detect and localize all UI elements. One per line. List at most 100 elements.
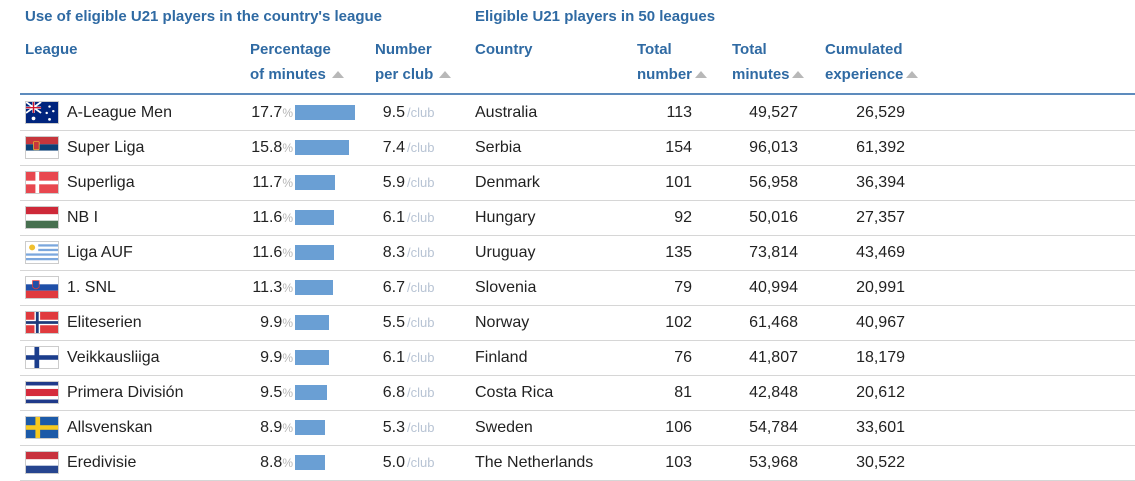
cumulated-experience: 30,522 xyxy=(856,454,905,471)
per-club-unit: /club xyxy=(407,350,435,365)
total-minutes: 50,016 xyxy=(749,209,798,226)
percentage-of-minutes: 11.7% xyxy=(238,165,293,200)
per-club-unit: /club xyxy=(407,280,435,295)
percent-symbol: % xyxy=(282,316,293,330)
total-number: 101 xyxy=(665,174,692,191)
total-number: 103 xyxy=(665,454,692,471)
percent-symbol: % xyxy=(282,456,293,470)
league-name[interactable]: Primera División xyxy=(67,384,184,401)
number-per-club: 5.3 xyxy=(382,419,405,436)
country-name[interactable]: Sweden xyxy=(475,419,533,436)
per-club-unit: /club xyxy=(407,315,435,330)
total-minutes: 53,968 xyxy=(749,454,798,471)
country-name[interactable]: Australia xyxy=(475,104,538,121)
table-row: NB I 11.6% 6.1 /club Hungary 92 50,016 2… xyxy=(20,200,1135,236)
percentage-value: 9.9 xyxy=(260,349,283,366)
percentage-value: 9.5 xyxy=(260,384,283,401)
percent-symbol: % xyxy=(282,176,293,190)
header-league[interactable]: League xyxy=(25,41,78,58)
table-row: Superliga 11.7% 5.9 /club Denmark 101 56… xyxy=(20,165,1135,201)
per-club-unit: /club xyxy=(407,455,435,470)
country-name[interactable]: Hungary xyxy=(475,209,536,226)
percentage-value: 8.8 xyxy=(260,454,283,471)
number-per-club: 6.8 xyxy=(382,384,405,401)
cumulated-experience: 43,469 xyxy=(856,244,905,261)
table-row: Veikkausliiga 9.9% 6.1 /club Finland 76 … xyxy=(20,340,1135,376)
percentage-value: 11.7 xyxy=(252,174,283,191)
total-number: 92 xyxy=(674,209,692,226)
header-country[interactable]: Country xyxy=(475,41,533,58)
cumulated-experience: 40,967 xyxy=(856,314,905,331)
country-name[interactable]: Serbia xyxy=(475,139,522,156)
country-name[interactable]: Norway xyxy=(475,314,530,331)
percent-symbol: % xyxy=(282,281,293,295)
total-number: 135 xyxy=(665,244,692,261)
percentage-value: 11.3 xyxy=(252,279,283,296)
league-name[interactable]: Eredivisie xyxy=(67,454,137,471)
country-name[interactable]: Uruguay xyxy=(475,244,536,261)
percentage-of-minutes: 9.9% xyxy=(238,305,293,340)
table-row: Primera División 9.5% 6.8 /club Costa Ri… xyxy=(20,375,1135,411)
cumulated-experience: 27,357 xyxy=(856,209,905,226)
norway-flag xyxy=(25,311,59,334)
number-per-club: 8.3 xyxy=(382,244,405,261)
league-name[interactable]: A-League Men xyxy=(67,104,172,121)
percentage-of-minutes: 17.7% xyxy=(238,95,293,130)
total-minutes: 40,994 xyxy=(749,279,798,296)
league-name[interactable]: NB I xyxy=(67,209,99,226)
percentage-bar xyxy=(295,420,325,435)
percent-symbol: % xyxy=(282,246,293,260)
header-cumulated-experience[interactable]: Cumulated experience xyxy=(825,37,919,87)
total-number: 154 xyxy=(665,139,692,156)
per-club-unit: /club xyxy=(407,420,435,435)
number-per-club: 6.1 xyxy=(382,209,405,226)
league-name[interactable]: Allsvenskan xyxy=(67,419,153,436)
finland-flag xyxy=(25,346,59,369)
total-minutes: 73,814 xyxy=(749,244,798,261)
percentage-of-minutes: 11.3% xyxy=(238,270,293,305)
per-club-unit: /club xyxy=(407,175,435,190)
cumulated-experience: 18,179 xyxy=(856,349,905,366)
sort-triangle-icon xyxy=(695,71,708,78)
section-title-eligible-players: Eligible U21 players in 50 leagues xyxy=(475,8,716,25)
header-total-number[interactable]: Total number xyxy=(637,37,708,87)
percentage-value: 8.9 xyxy=(260,419,283,436)
country-name[interactable]: Denmark xyxy=(475,174,540,191)
country-name[interactable]: Costa Rica xyxy=(475,384,554,401)
total-number: 102 xyxy=(665,314,692,331)
country-name[interactable]: The Netherlands xyxy=(475,454,594,471)
percent-symbol: % xyxy=(282,106,293,120)
country-name[interactable]: Finland xyxy=(475,349,528,366)
table-row: 1. SNL 11.3% 6.7 /club Slovenia 79 40,99… xyxy=(20,270,1135,306)
percentage-bar xyxy=(295,245,334,260)
league-name[interactable]: 1. SNL xyxy=(67,279,116,296)
percentage-bar xyxy=(295,105,355,120)
table-row: A-League Men 17.7% 9.5 /club Australia 1… xyxy=(20,95,1135,131)
percentage-value: 9.9 xyxy=(260,314,283,331)
percentage-bar xyxy=(295,280,333,295)
header-number-per-club[interactable]: Number per club xyxy=(375,37,452,87)
cumulated-experience: 33,601 xyxy=(856,419,905,436)
percentage-of-minutes: 9.9% xyxy=(238,340,293,375)
league-name[interactable]: Super Liga xyxy=(67,139,145,156)
league-name[interactable]: Veikkausliiga xyxy=(67,349,160,366)
total-minutes: 42,848 xyxy=(749,384,798,401)
league-name[interactable]: Eliteserien xyxy=(67,314,142,331)
header-percentage-of-minutes[interactable]: Percentage of minutes xyxy=(250,37,344,87)
percentage-bar xyxy=(295,210,334,225)
number-per-club: 5.5 xyxy=(382,314,405,331)
cumulated-experience: 36,394 xyxy=(856,174,905,191)
percentage-of-minutes: 9.5% xyxy=(238,375,293,410)
total-minutes: 49,527 xyxy=(749,104,798,121)
header-divider xyxy=(20,93,1135,95)
league-name[interactable]: Liga AUF xyxy=(67,244,133,261)
sweden-flag xyxy=(25,416,59,439)
per-club-unit: /club xyxy=(407,385,435,400)
country-name[interactable]: Slovenia xyxy=(475,279,537,296)
section-title-league-usage: Use of eligible U21 players in the count… xyxy=(25,8,383,25)
league-name[interactable]: Superliga xyxy=(67,174,135,191)
total-minutes: 96,013 xyxy=(749,139,798,156)
number-per-club: 6.7 xyxy=(382,279,405,296)
percentage-of-minutes: 15.8% xyxy=(238,130,293,165)
header-total-minutes[interactable]: Total minutes xyxy=(732,37,804,87)
